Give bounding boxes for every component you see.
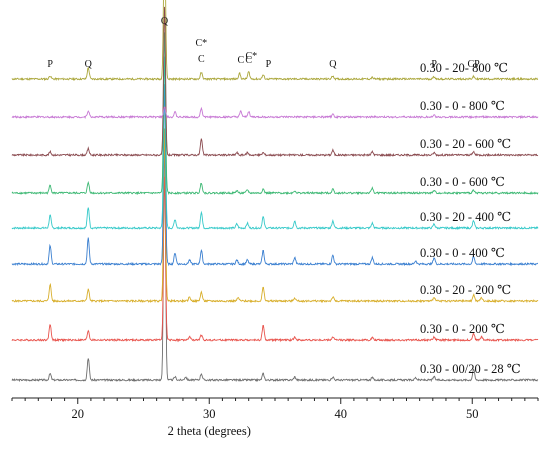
peak-label: CP bbox=[467, 59, 480, 70]
x-axis-title: 2 theta (degrees) bbox=[168, 424, 251, 438]
series-label: 0.30 - 20 - 600 ℃ bbox=[420, 137, 511, 151]
traces-layer bbox=[11, 0, 539, 383]
x-axis: 20 30 40 50 bbox=[11, 397, 539, 421]
series-trace bbox=[11, 106, 539, 120]
x-tick-label: 30 bbox=[203, 407, 216, 421]
series-label: 0.30 - 0 - 800 ℃ bbox=[420, 99, 505, 113]
series-label: 0.30 - 20 - 400 ℃ bbox=[420, 210, 511, 224]
peak-label: C bbox=[245, 55, 252, 66]
series-labels-layer: 0.30 - 00/20 - 28 ℃ 0.30 - 0 - 200 ℃ 0.30 … bbox=[420, 61, 521, 376]
peak-label: Q bbox=[329, 59, 337, 70]
peak-label: C bbox=[198, 54, 205, 65]
peak-label: P bbox=[47, 59, 53, 70]
series-label: 0.30 - 20- 800 ℃ bbox=[420, 61, 508, 75]
x-tick-label: 20 bbox=[72, 407, 85, 421]
peak-label: C* bbox=[196, 38, 208, 49]
x-tick-label: 50 bbox=[466, 407, 479, 421]
series-trace bbox=[11, 0, 539, 82]
peak-label: P bbox=[431, 59, 437, 70]
peak-label: C* bbox=[245, 51, 257, 62]
peak-label: P bbox=[266, 59, 272, 70]
peak-label: Q bbox=[85, 59, 93, 70]
series-trace bbox=[11, 140, 539, 383]
series-label: 0.30 - 20 - 200 ℃ bbox=[420, 283, 511, 297]
series-label: 0.30 - 0 - 200 ℃ bbox=[420, 322, 505, 336]
series-trace bbox=[11, 176, 539, 343]
peak-label: C bbox=[237, 55, 244, 66]
series-trace bbox=[11, 84, 539, 267]
series-trace bbox=[11, 32, 539, 196]
peak-label: Q bbox=[161, 16, 169, 27]
series-label: 0.30 - 0 - 400 ℃ bbox=[420, 246, 505, 260]
series-trace bbox=[11, 56, 539, 231]
series-trace bbox=[11, 6, 539, 158]
x-tick-label: 40 bbox=[335, 407, 348, 421]
series-trace bbox=[11, 128, 539, 304]
series-label: 0.30 - 00/20 - 28 ℃ bbox=[420, 362, 521, 376]
series-label: 0.30 - 0 - 600 ℃ bbox=[420, 175, 505, 189]
